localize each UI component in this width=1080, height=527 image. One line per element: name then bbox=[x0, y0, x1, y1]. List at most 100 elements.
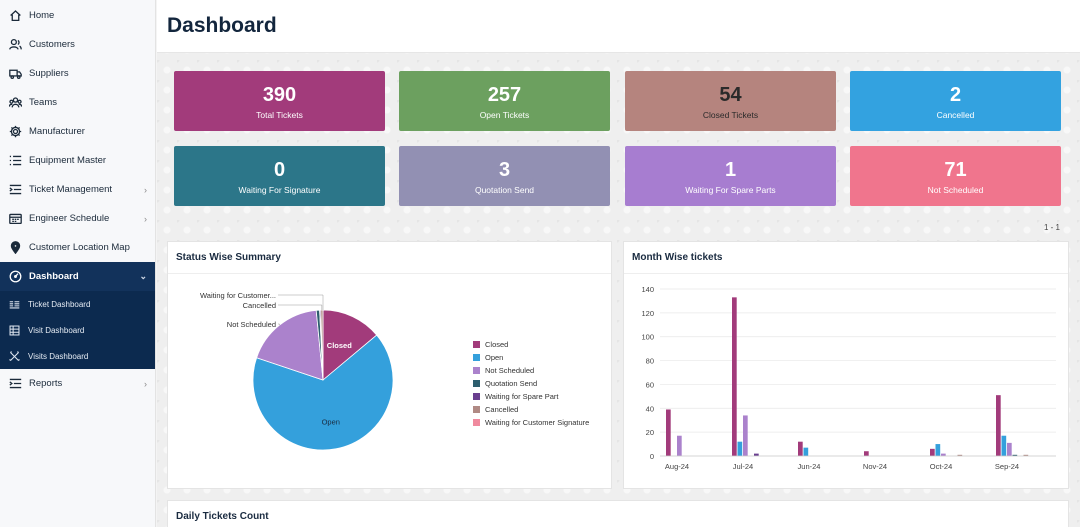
card-cancelled[interactable]: 2 Cancelled bbox=[850, 71, 1061, 131]
card-quotation-send[interactable]: 3 Quotation Send bbox=[399, 146, 610, 206]
nav-dashboard-label: Dashboard bbox=[29, 271, 79, 282]
card-waiting-for-signature[interactable]: 0 Waiting For Signature bbox=[174, 146, 385, 206]
bar-not-scheduled[interactable] bbox=[677, 435, 682, 456]
nav-home-label: Home bbox=[29, 10, 55, 21]
bar-open[interactable] bbox=[935, 444, 941, 456]
nav-customer-location-map[interactable]: Customer Location Map bbox=[0, 233, 155, 262]
map-pin-icon bbox=[8, 241, 22, 255]
legend-item[interactable]: Not Scheduled bbox=[473, 364, 589, 377]
legend-label: Open bbox=[485, 353, 504, 362]
nav-suppliers-label: Suppliers bbox=[29, 68, 69, 79]
nav-home[interactable]: Home bbox=[0, 1, 155, 30]
tools-icon bbox=[8, 350, 20, 362]
bar-cancelled[interactable] bbox=[1023, 454, 1029, 456]
bar-waiting-for-spare-part[interactable] bbox=[754, 453, 759, 456]
panel-title: Month Wise tickets bbox=[624, 242, 1068, 274]
nav-engineer-schedule[interactable]: Engineer Schedule › bbox=[0, 204, 155, 233]
legend-item[interactable]: Quotation Send bbox=[473, 377, 589, 390]
report-icon bbox=[8, 377, 22, 391]
bar-open[interactable] bbox=[737, 441, 743, 456]
legend-item[interactable]: Closed bbox=[473, 338, 589, 351]
y-tick-label: 120 bbox=[641, 309, 654, 318]
month-tickets-panel: Month Wise tickets 0 20 40 60 80 100 120 140 Aug… bbox=[623, 241, 1069, 489]
nav-visits-dashboard-label: Visits Dashboard bbox=[28, 351, 89, 361]
nav-reports-label: Reports bbox=[29, 378, 63, 389]
page-header: Dashboard bbox=[157, 0, 1080, 53]
nav-manufacturer[interactable]: Manufacturer bbox=[0, 117, 155, 146]
card-value: 1 bbox=[724, 159, 737, 181]
daily-tickets-panel: Daily Tickets Count bbox=[167, 500, 1069, 527]
pie-slice-closed[interactable] bbox=[322, 309, 378, 381]
y-tick-label: 100 bbox=[641, 333, 654, 342]
card-label: Cancelled bbox=[936, 110, 975, 120]
nav-reports[interactable]: Reports › bbox=[0, 369, 155, 398]
nav-ticket-management[interactable]: Ticket Management › bbox=[0, 175, 155, 204]
main-content: Dashboard 390 Total Tickets 257 Open Tic… bbox=[157, 0, 1080, 527]
bar-cancelled[interactable] bbox=[957, 454, 963, 456]
bar-not-scheduled[interactable] bbox=[1007, 442, 1012, 456]
card-not-scheduled[interactable]: 71 Not Scheduled bbox=[850, 146, 1061, 206]
nav-ticket-management-label: Ticket Management bbox=[29, 184, 113, 195]
legend-item[interactable]: Waiting for Spare Part bbox=[473, 390, 589, 403]
x-tick-label: Oct-24 bbox=[930, 462, 953, 471]
pie-slice-label: Open bbox=[322, 417, 340, 426]
bar-closed[interactable] bbox=[996, 395, 1001, 456]
nav-engineer-schedule-label: Engineer Schedule bbox=[29, 213, 110, 224]
card-value: 54 bbox=[719, 84, 742, 106]
y-tick-label: 0 bbox=[650, 452, 654, 461]
bar-open[interactable] bbox=[803, 447, 809, 456]
team-icon bbox=[8, 96, 22, 110]
legend-label: Waiting for Customer Signature bbox=[485, 418, 590, 427]
legend-item[interactable]: Cancelled bbox=[473, 403, 589, 416]
legend-item[interactable]: Waiting for Customer Signature bbox=[473, 416, 589, 429]
legend-label: Cancelled bbox=[485, 405, 519, 414]
nav-suppliers[interactable]: Suppliers bbox=[0, 59, 155, 88]
x-tick-label: Sep-24 bbox=[995, 462, 1019, 471]
legend-swatch bbox=[473, 406, 480, 413]
y-tick-label: 140 bbox=[641, 285, 654, 294]
card-closed-tickets[interactable]: 54 Closed Tickets bbox=[625, 71, 836, 131]
x-tick-label: Nov-24 bbox=[863, 462, 887, 471]
bar-closed[interactable] bbox=[666, 409, 671, 456]
chevron-right-icon: › bbox=[144, 184, 147, 195]
nav-teams[interactable]: Teams bbox=[0, 88, 155, 117]
y-tick-label: 60 bbox=[646, 380, 654, 389]
ticket-icon bbox=[8, 298, 20, 310]
card-value: 2 bbox=[949, 84, 962, 106]
bar-closed[interactable] bbox=[732, 297, 737, 456]
bar-quotation-send[interactable] bbox=[1012, 454, 1018, 456]
y-tick-label: 80 bbox=[646, 357, 654, 366]
legend-swatch bbox=[473, 380, 480, 387]
nav-visits-dashboard[interactable]: Visits Dashboard bbox=[0, 343, 155, 369]
card-total-tickets[interactable]: 390 Total Tickets bbox=[174, 71, 385, 131]
truck-icon bbox=[8, 67, 22, 81]
legend-item[interactable]: Open bbox=[473, 351, 589, 364]
pie-leader-line bbox=[278, 304, 323, 311]
gear-icon bbox=[8, 125, 22, 139]
bar-closed[interactable] bbox=[930, 448, 935, 456]
bar-not-scheduled[interactable] bbox=[743, 415, 748, 456]
x-tick-label: Aug-24 bbox=[665, 462, 689, 471]
nav-dashboard[interactable]: Dashboard ⌄ bbox=[0, 262, 155, 291]
nav-ticket-dashboard[interactable]: Ticket Dashboard bbox=[0, 291, 155, 317]
bar-closed[interactable] bbox=[798, 441, 803, 456]
card-label: Closed Tickets bbox=[702, 110, 759, 120]
bar-closed[interactable] bbox=[864, 451, 869, 456]
nav-customers[interactable]: Customers bbox=[0, 30, 155, 59]
nav-equipment-master[interactable]: Equipment Master bbox=[0, 146, 155, 175]
x-tick-label: Jul-24 bbox=[733, 462, 753, 471]
card-label: Waiting For Signature bbox=[238, 185, 321, 195]
nav-visit-dashboard[interactable]: Visit Dashboard bbox=[0, 317, 155, 343]
card-open-tickets[interactable]: 257 Open Tickets bbox=[399, 71, 610, 131]
pie-slice-not-scheduled[interactable] bbox=[256, 309, 324, 381]
card-waiting-for-spare-parts[interactable]: 1 Waiting For Spare Parts bbox=[625, 146, 836, 206]
legend-swatch bbox=[473, 367, 480, 374]
nav-teams-label: Teams bbox=[29, 97, 57, 108]
bar-open[interactable] bbox=[1001, 435, 1007, 456]
chevron-right-icon: › bbox=[144, 378, 147, 389]
panel-title: Daily Tickets Count bbox=[176, 511, 269, 522]
bar-not-scheduled[interactable] bbox=[941, 453, 946, 456]
pie-slice-open[interactable] bbox=[252, 334, 394, 451]
legend-swatch bbox=[473, 354, 480, 361]
legend-swatch bbox=[473, 393, 480, 400]
